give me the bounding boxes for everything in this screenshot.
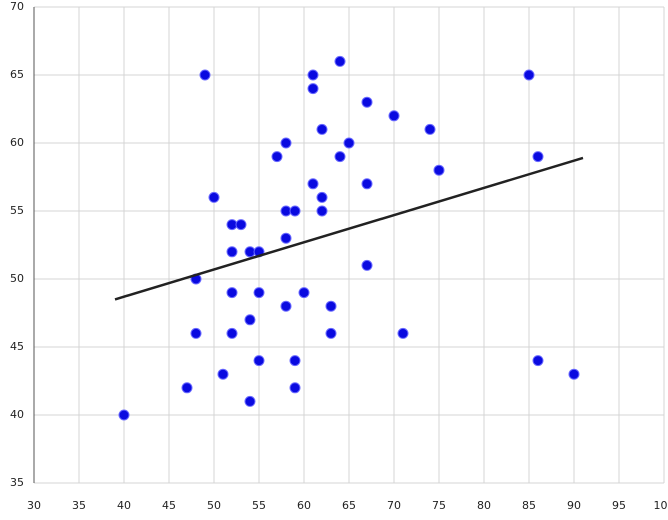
x-tick-label: 45: [162, 499, 176, 512]
point: [424, 123, 436, 135]
point: [343, 137, 355, 149]
point: [334, 151, 346, 163]
point: [235, 219, 247, 231]
point: [226, 327, 238, 339]
point: [316, 123, 328, 135]
x-tick-label: 70: [387, 499, 401, 512]
point: [280, 300, 292, 312]
x-tick-label: 40: [117, 499, 131, 512]
point: [253, 287, 265, 299]
point: [208, 191, 220, 203]
trend-line: [114, 156, 584, 301]
x-tick-label: 75: [432, 499, 446, 512]
point: [325, 300, 337, 312]
point: [334, 55, 346, 67]
x-tick-label: 100: [654, 499, 668, 512]
point: [217, 368, 229, 380]
x-tick-label: 85: [522, 499, 536, 512]
point: [361, 259, 373, 271]
point: [289, 205, 301, 217]
point: [244, 314, 256, 326]
point: [226, 287, 238, 299]
point: [190, 327, 202, 339]
point: [433, 164, 445, 176]
x-tick-label: 90: [567, 499, 581, 512]
y-tick-label: 45: [10, 340, 24, 353]
y-tick-label: 60: [10, 136, 24, 149]
point: [325, 327, 337, 339]
point: [199, 69, 211, 81]
point: [280, 232, 292, 244]
point: [280, 137, 292, 149]
x-tick-label: 95: [612, 499, 626, 512]
point: [307, 69, 319, 81]
point: [361, 178, 373, 190]
point: [307, 83, 319, 95]
x-tick-label: 65: [342, 499, 356, 512]
x-tick-label: 30: [27, 499, 41, 512]
y-tick-label: 50: [10, 272, 24, 285]
point: [397, 327, 409, 339]
point: [271, 151, 283, 163]
point: [289, 355, 301, 367]
x-tick-label: 60: [297, 499, 311, 512]
point: [307, 178, 319, 190]
y-tick-label: 40: [10, 408, 24, 421]
point: [568, 368, 580, 380]
point: [388, 110, 400, 122]
point: [289, 382, 301, 394]
point: [523, 69, 535, 81]
point: [118, 409, 130, 421]
point: [244, 395, 256, 407]
point: [532, 151, 544, 163]
x-tick-label: 50: [207, 499, 221, 512]
point: [181, 382, 193, 394]
x-tick-label: 80: [477, 499, 491, 512]
point: [226, 246, 238, 258]
point: [253, 355, 265, 367]
point: [298, 287, 310, 299]
y-tick-label: 35: [10, 476, 24, 489]
x-tick-label: 35: [72, 499, 86, 512]
point: [316, 205, 328, 217]
y-tick-label: 65: [10, 68, 24, 81]
point: [316, 191, 328, 203]
point: [532, 355, 544, 367]
point: [361, 96, 373, 108]
x-tick-label: 55: [252, 499, 266, 512]
y-tick-label: 70: [10, 0, 24, 13]
y-tick-label: 55: [10, 204, 24, 217]
